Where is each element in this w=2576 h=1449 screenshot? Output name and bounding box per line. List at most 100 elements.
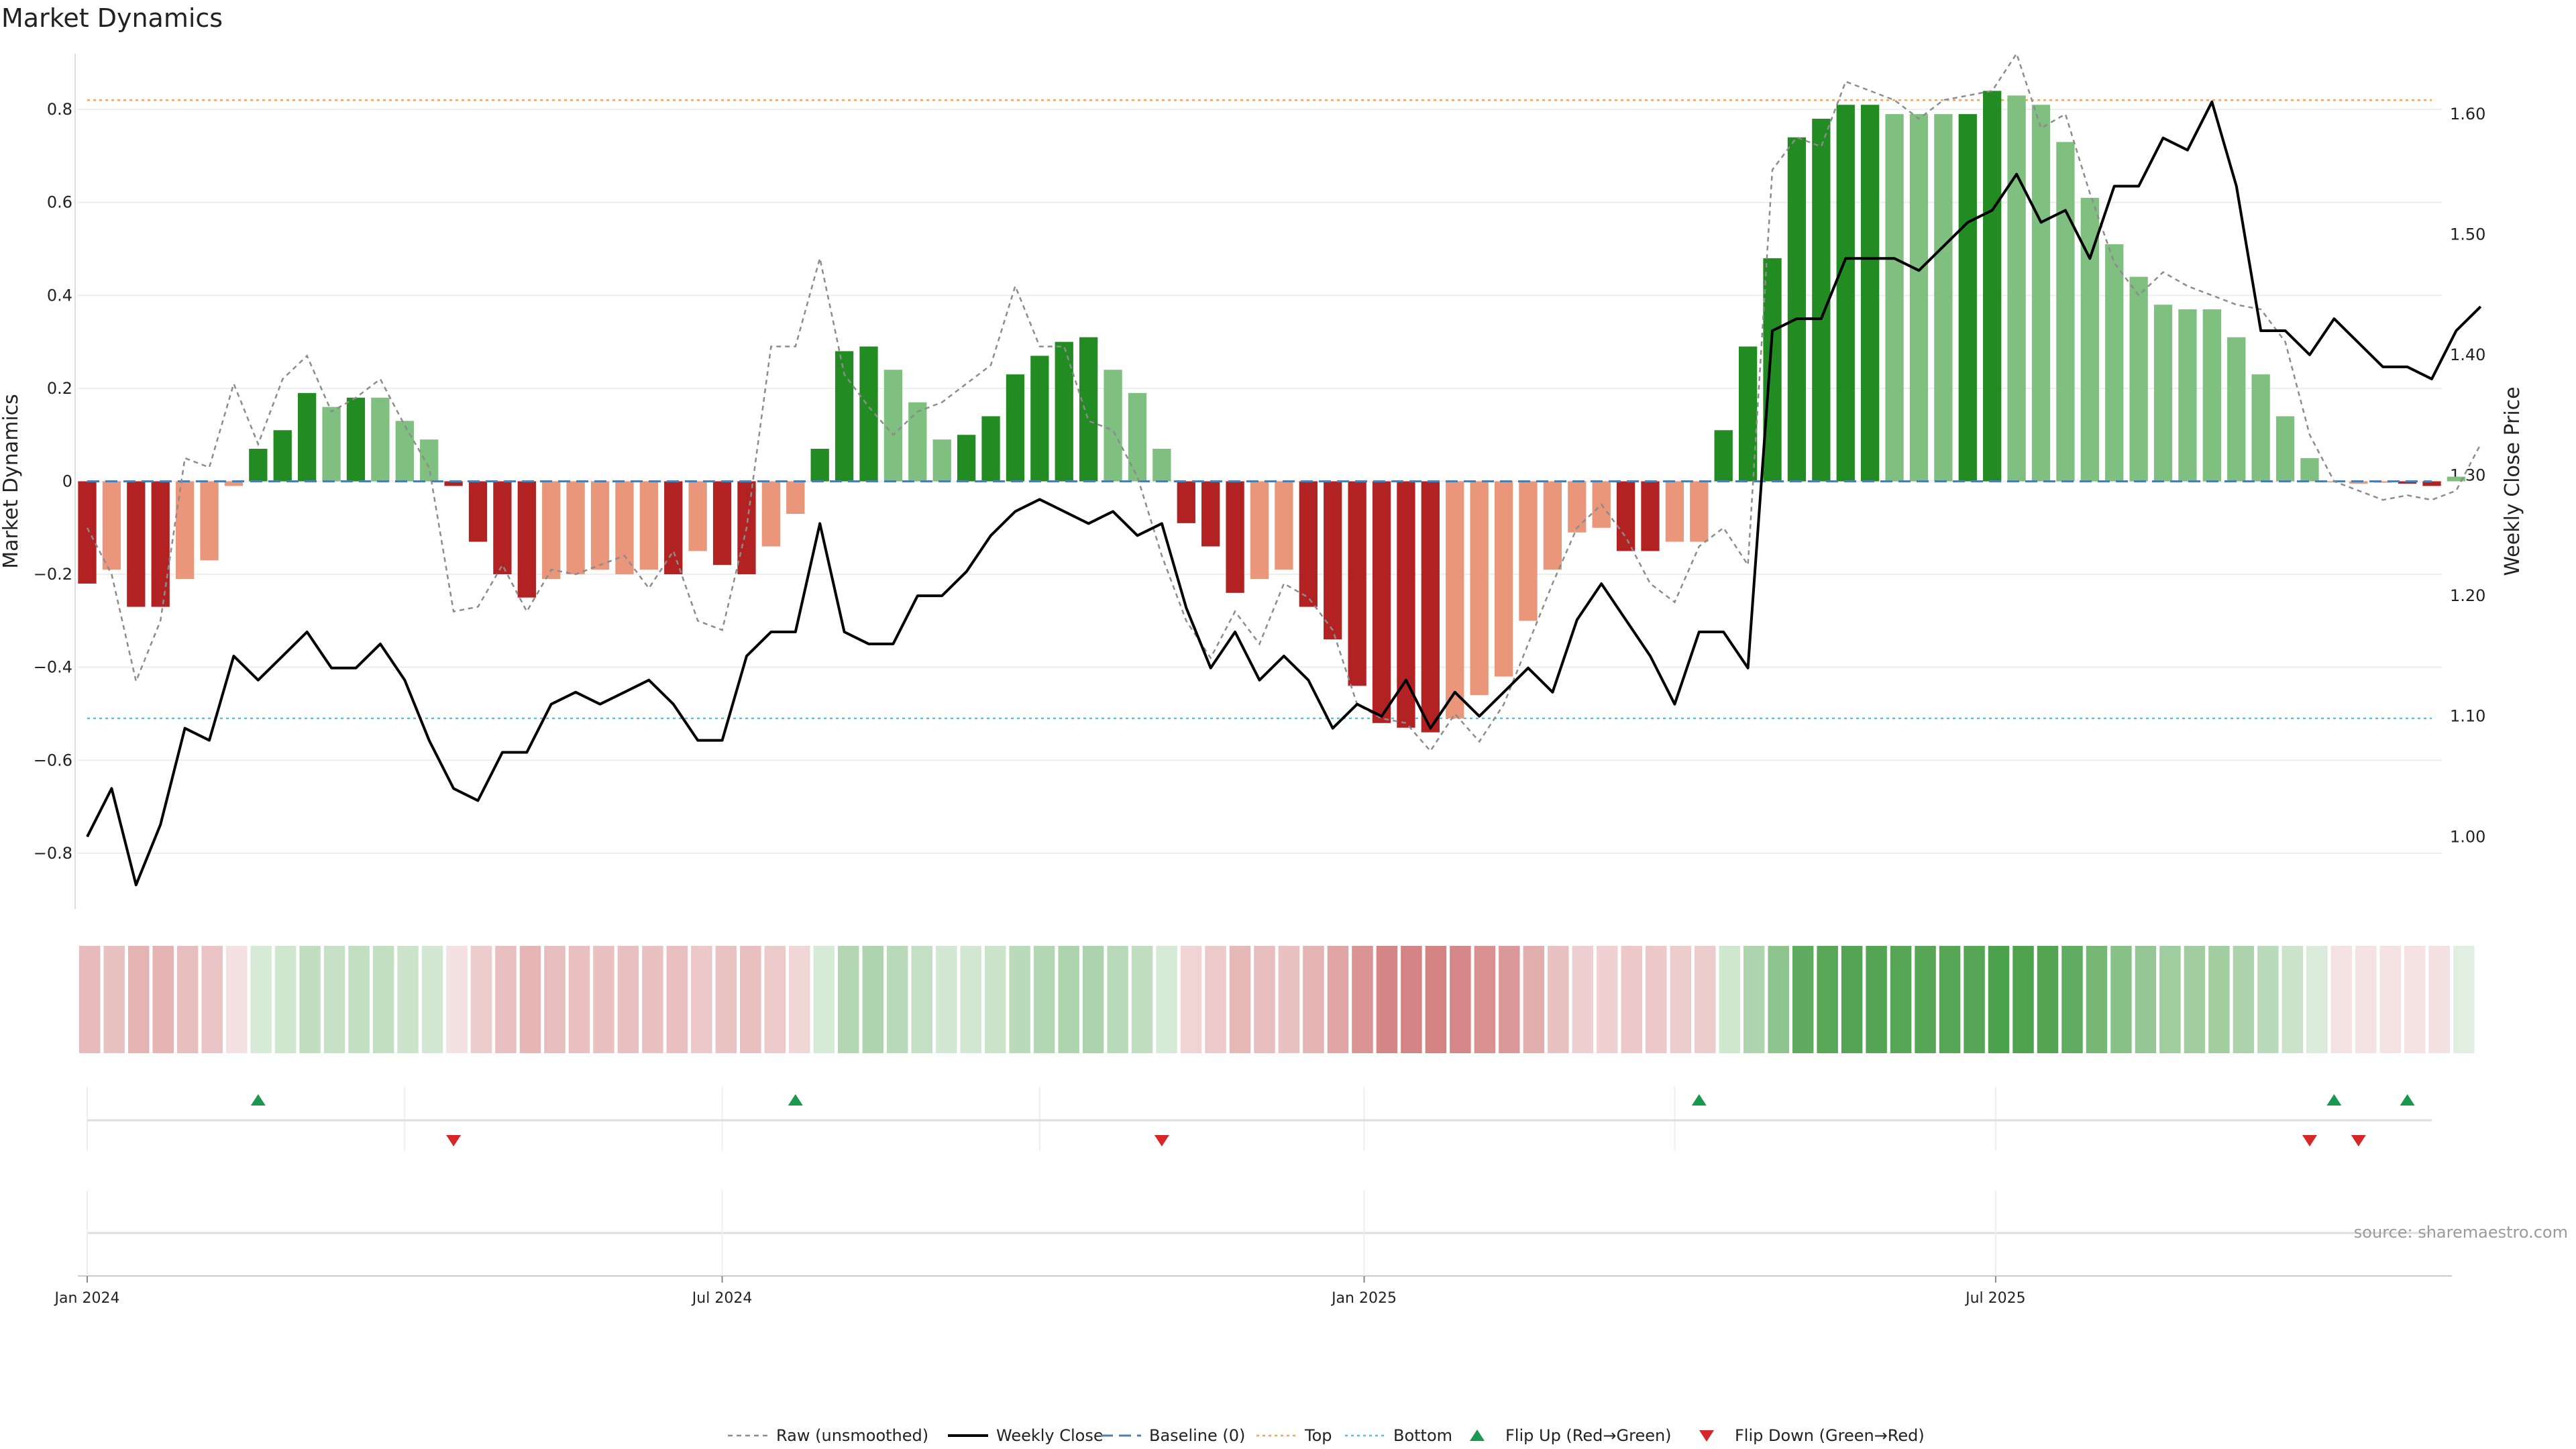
- market-dynamics-bar: [590, 481, 610, 570]
- heat-strip-cell: [1058, 946, 1079, 1053]
- heat-strip-cell: [1156, 946, 1177, 1053]
- heat-strip-cell: [1939, 946, 1961, 1053]
- heat-strip-cell: [397, 946, 419, 1053]
- heat-strip-cell: [2428, 946, 2450, 1053]
- market-dynamics-bar: [2202, 309, 2221, 482]
- market-dynamics-bar: [1152, 448, 1171, 482]
- heat-strip-cell: [617, 946, 639, 1053]
- market-dynamics-bar: [2227, 337, 2246, 482]
- heat-strip-cell: [886, 946, 908, 1053]
- market-dynamics-bar: [981, 416, 1000, 482]
- heat-strip-cell: [470, 946, 492, 1053]
- flip-up-marker: [2400, 1094, 2415, 1106]
- heat-strip-cell: [2061, 946, 2083, 1053]
- heat-strip-cell: [593, 946, 614, 1053]
- market-dynamics-bar: [102, 481, 121, 570]
- heat-strip-cell: [2355, 946, 2377, 1053]
- y-tick-label: 0.2: [47, 379, 72, 398]
- heat-strip-cell: [715, 946, 737, 1053]
- heat-strip-cell: [1964, 946, 1985, 1053]
- market-dynamics-bar: [1543, 481, 1562, 570]
- market-dynamics-bar: [78, 481, 97, 584]
- heat-strip-cell: [862, 946, 883, 1053]
- heat-strip-cell: [1376, 946, 1398, 1053]
- market-dynamics-bar: [420, 439, 439, 482]
- market-dynamics-bar: [1250, 481, 1269, 580]
- heat-strip-cell: [1254, 946, 1275, 1053]
- legend-label: Raw (unsmoothed): [776, 1426, 928, 1445]
- heat-strip-cell: [2306, 946, 2328, 1053]
- heat-strip-cell: [2184, 946, 2206, 1053]
- y-right-axis-label: Weekly Close Price: [2501, 386, 2524, 576]
- heat-strip-cell: [911, 946, 932, 1053]
- heat-strip-cell: [1646, 946, 1667, 1053]
- market-dynamics-bar: [1738, 346, 1758, 482]
- market-dynamics-bar: [2275, 416, 2295, 482]
- flip-up-marker: [1691, 1094, 1707, 1106]
- market-dynamics-bar: [1983, 91, 2002, 482]
- heat-strip-cell: [1327, 946, 1349, 1053]
- heat-strip-cell: [984, 946, 1006, 1053]
- heat-strip-cell: [1401, 946, 1422, 1053]
- heat-strip-cell: [642, 946, 663, 1053]
- heat-strip-cell: [2086, 946, 2108, 1053]
- heat-strip-cell: [666, 946, 688, 1053]
- raw-series-line: [86, 52, 2481, 753]
- heat-strip-cell: [568, 946, 590, 1053]
- market-dynamics-bar: [2398, 481, 2417, 484]
- heat-strip-cell: [2404, 946, 2426, 1053]
- heat-strip-cell: [1523, 946, 1545, 1053]
- heat-strip-cell: [1303, 946, 1324, 1053]
- y-axis-label: Market Dynamics: [0, 394, 23, 569]
- heat-strip-cell: [1743, 946, 1765, 1053]
- legend-flip-up-swatch: [1470, 1430, 1485, 1441]
- market-dynamics-bar: [200, 481, 219, 561]
- heat-strip-cell: [2110, 946, 2132, 1053]
- market-dynamics-bar: [151, 481, 170, 607]
- flip-down-marker: [1154, 1135, 1169, 1146]
- heat-strip-cell: [2330, 946, 2353, 1053]
- heat-strip-cell: [1694, 946, 1716, 1053]
- y-tick-label: 0: [62, 472, 72, 491]
- market-dynamics-bar: [1519, 481, 1538, 621]
- heat-strip-cell: [2037, 946, 2059, 1053]
- heat-strip-cell: [274, 946, 297, 1053]
- market-dynamics-bar: [1226, 481, 1244, 593]
- heat-strip-cell: [1915, 946, 1936, 1053]
- y-tick-label: −0.2: [34, 565, 72, 584]
- market-dynamics-bar: [1836, 105, 1855, 482]
- heat-strip-cell: [2012, 946, 2034, 1053]
- market-dynamics-bar: [224, 481, 244, 486]
- market-dynamics-bar: [883, 370, 903, 482]
- market-dynamics-bar: [932, 439, 951, 482]
- market-dynamics-bar: [1641, 481, 1660, 551]
- market-dynamics-bar: [1494, 481, 1513, 677]
- market-dynamics-bar: [2129, 276, 2148, 482]
- market-dynamics-bar: [1763, 258, 1782, 482]
- heat-strip-cell: [225, 946, 248, 1053]
- legend-flip-down-swatch: [1699, 1430, 1714, 1442]
- flip-down-marker: [446, 1135, 462, 1146]
- heat-strip-cell: [1817, 946, 1838, 1053]
- heat-strip-cell: [2208, 946, 2230, 1053]
- market-dynamics-bar: [1885, 114, 1904, 482]
- y-right-tick-label: 1.40: [2450, 345, 2485, 364]
- heat-strip-cell: [152, 946, 174, 1053]
- heat-strip-cell: [2159, 946, 2181, 1053]
- heat-strip-cell: [1988, 946, 2010, 1053]
- market-dynamics-bar: [1616, 481, 1635, 551]
- market-dynamics-bar: [1690, 481, 1709, 542]
- market-dynamics-bar: [957, 435, 976, 482]
- heat-strip-cell: [1792, 946, 1814, 1053]
- heat-strip-cell: [299, 946, 321, 1053]
- market-dynamics-bar: [1861, 105, 1880, 482]
- market-dynamics-bar: [1421, 481, 1440, 733]
- flip-up-marker: [250, 1094, 266, 1106]
- y-right-tick-label: 1.50: [2450, 225, 2485, 244]
- heat-strip: [79, 946, 2475, 1053]
- legend-label: Bottom: [1393, 1426, 1452, 1445]
- y-tick-label: 0.6: [47, 193, 72, 212]
- legend-label: Flip Up (Red→Green): [1505, 1426, 1672, 1445]
- heat-strip-cell: [1352, 946, 1373, 1053]
- flip-down-marker: [2302, 1135, 2317, 1146]
